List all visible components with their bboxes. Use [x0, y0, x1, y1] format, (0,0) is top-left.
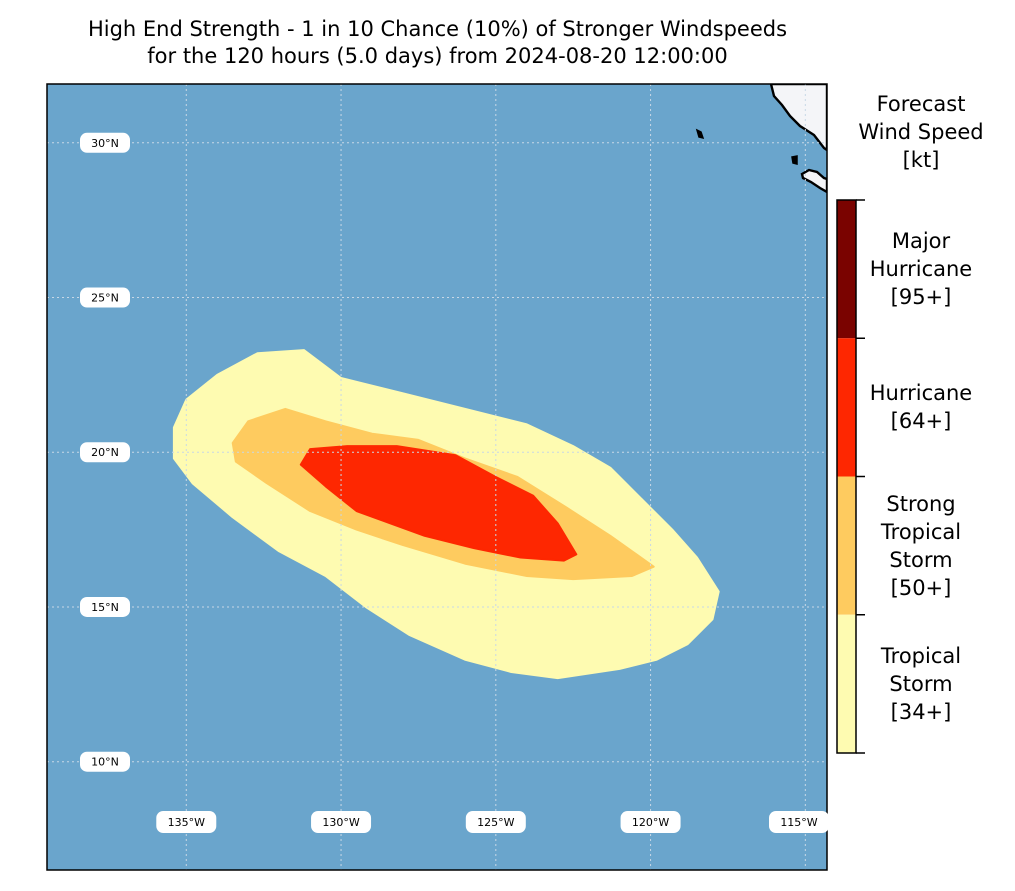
- wind-zone-hurricane: [299, 445, 578, 562]
- map-title: High End Strength - 1 in 10 Chance (10%)…: [0, 16, 875, 70]
- title-line-1: High End Strength - 1 in 10 Chance (10%)…: [87, 17, 788, 41]
- map-frame: [46, 83, 828, 871]
- longitude-label-box: [311, 811, 372, 833]
- colorbar-label-line: [95+]: [890, 285, 952, 310]
- longitude-label-box: [620, 811, 681, 833]
- colorbar-label-line: [64+]: [890, 409, 952, 434]
- longitude-labels: 135°W 130°W 125°W 120°W 115°W: [156, 811, 829, 833]
- colorbar-segment: [837, 338, 856, 477]
- title-line-2: for the 120 hours (5.0 days) from 2024-0…: [147, 44, 728, 68]
- latitude-label: 15°N: [91, 601, 119, 614]
- colorbar-label-line: Hurricane: [869, 257, 973, 282]
- colorbar-segment: [837, 614, 856, 753]
- colorbar-label: Hurricane [64+]: [838, 379, 1004, 435]
- longitude-label-box: [465, 811, 526, 833]
- longitude-label: 130°W: [322, 816, 359, 829]
- longitude-label-box: [156, 811, 217, 833]
- colorbar-label-line: Major: [891, 229, 951, 254]
- longitude-label: 125°W: [477, 816, 514, 829]
- land-mass: [800, 168, 827, 194]
- colorbar-label-line: Hurricane: [869, 381, 973, 406]
- latitude-label: 10°N: [91, 756, 119, 769]
- latitude-label: 25°N: [91, 292, 119, 305]
- longitude-label-box: [769, 811, 829, 833]
- longitude-label: 135°W: [168, 816, 205, 829]
- graticule: [47, 84, 827, 870]
- latitude-label-box: [80, 751, 130, 772]
- latitude-labels: 30°N 25°N 20°N 15°N 10°N: [80, 132, 130, 772]
- colorbar-label: Major Hurricane [95+]: [838, 227, 1004, 311]
- latitude-label: 20°N: [91, 446, 119, 459]
- colorbar-title-line: Wind Speed: [858, 120, 984, 144]
- colorbar-label: Strong Tropical Storm [50+]: [838, 490, 1004, 602]
- island: [791, 155, 798, 165]
- colorbar-label-line: Storm: [889, 671, 953, 696]
- colorbar-label-line: Strong: [886, 491, 956, 516]
- colorbar-title-line: [kt]: [902, 148, 940, 172]
- colorbar: [836, 199, 865, 754]
- latitude-label-box: [80, 132, 130, 153]
- colorbar-label-line: Tropical: [880, 519, 962, 544]
- colorbar-label-line: Tropical: [880, 643, 962, 668]
- latitude-label-box: [80, 596, 130, 617]
- colorbar-label-line: [34+]: [890, 699, 952, 724]
- latitude-label-box: [80, 442, 130, 463]
- colorbar-label-line: Storm: [889, 547, 953, 572]
- colorbar-label-line: [50+]: [890, 575, 952, 600]
- colorbar-title-line: Forecast: [876, 92, 966, 116]
- colorbar-title: Forecast Wind Speed [kt]: [838, 90, 1004, 174]
- colorbar-segment: [837, 200, 856, 339]
- island: [695, 128, 705, 140]
- colorbar-segment: [837, 476, 856, 615]
- longitude-label: 115°W: [780, 816, 817, 829]
- land-mass: [769, 84, 827, 152]
- longitude-label: 120°W: [632, 816, 669, 829]
- latitude-label-box: [80, 287, 130, 308]
- colorbar-label: Tropical Storm [34+]: [838, 642, 1004, 726]
- latitude-label: 30°N: [91, 137, 119, 150]
- coastline: [695, 84, 827, 194]
- wind-zones: [172, 349, 720, 680]
